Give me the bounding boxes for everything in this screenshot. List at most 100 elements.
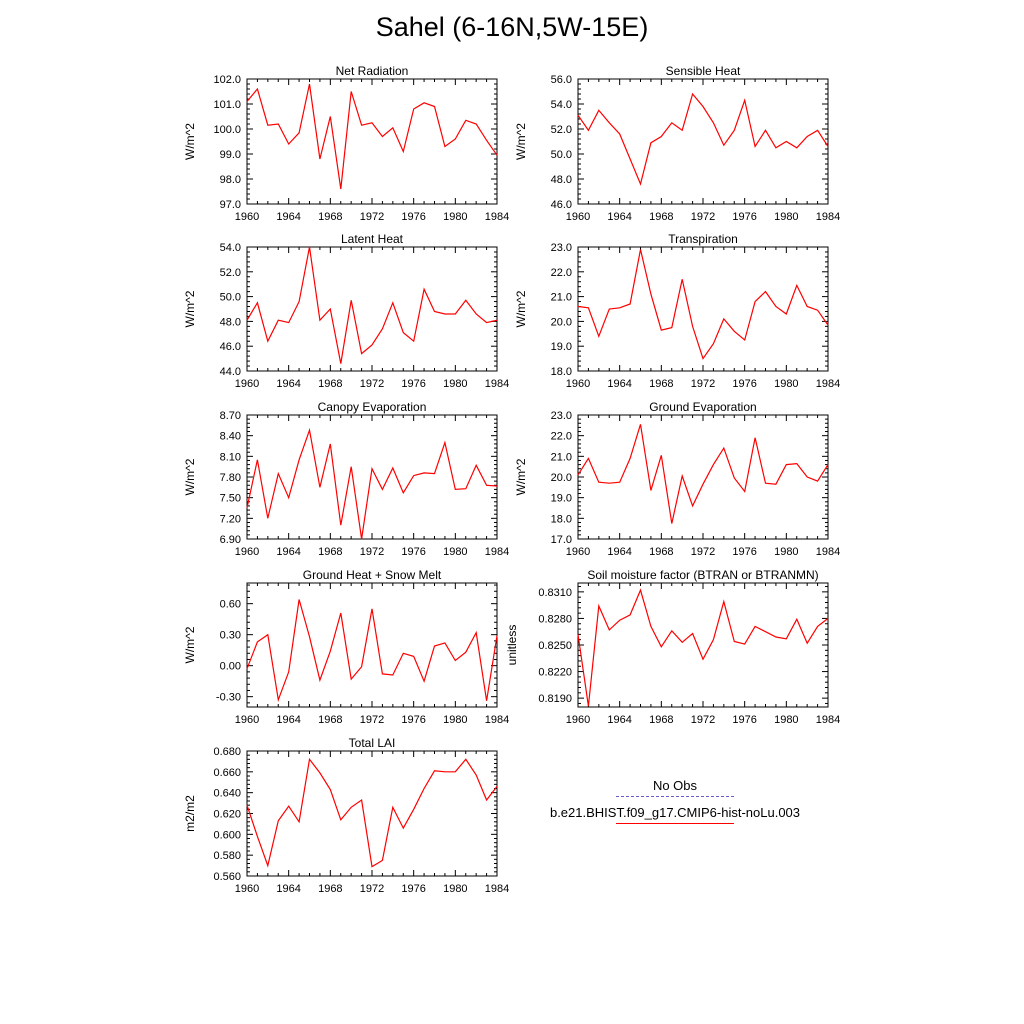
y-tick-label: 46.0 [220,341,241,353]
x-tick-label: 1960 [235,714,259,726]
series-line [246,83,498,190]
x-tick-label: 1968 [318,714,342,726]
y-tick-label: 97.0 [220,199,241,211]
x-tick-label: 1964 [607,546,631,558]
x-tick-label: 1984 [816,378,840,390]
y-tick-label: 8.40 [220,431,241,443]
x-tick-label: 1984 [485,883,509,895]
legend-obs-line [616,796,734,797]
x-tick-label: 1976 [401,211,425,223]
x-tick-label: 1960 [235,883,259,895]
series-line [246,427,498,540]
y-tick-label: 48.0 [551,174,572,186]
y-tick-label: 18.0 [551,513,572,525]
series-line [246,599,498,703]
y-tick-label: -0.30 [216,692,241,704]
x-tick-label: 1980 [443,378,467,390]
series-line [577,424,829,524]
y-axis-label: W/m^2 [514,458,528,495]
chart-panel: 1960 1964 1968 1972 1976 1980 1984 46.0 48.0 50.0… [514,64,840,223]
y-tick-label: 101.0 [213,99,241,111]
x-tick-label: 1984 [485,546,509,558]
x-tick-label: 1964 [607,714,631,726]
y-tick-label: 23.0 [551,410,572,422]
y-tick-label: 8.70 [220,410,241,422]
y-tick-label: 48.0 [220,316,241,328]
y-tick-label: 102.0 [213,74,241,86]
panel-title: Ground Evaporation [649,400,756,414]
y-axis-label: W/m^2 [183,458,197,495]
x-tick-label: 1960 [566,546,590,558]
y-tick-label: 20.0 [551,316,572,328]
y-tick-label: 21.0 [551,292,572,304]
x-tick-label: 1976 [401,883,425,895]
legend: No Obs b.e21.BHIST.f09_g17.CMIP6-hist-no… [520,778,830,832]
y-tick-label: 52.0 [551,124,572,136]
x-tick-label: 1968 [649,714,673,726]
x-tick-label: 1960 [566,211,590,223]
x-tick-label: 1976 [732,714,756,726]
y-tick-label: 0.600 [213,829,241,841]
y-axis-label: W/m^2 [183,290,197,327]
x-tick-label: 1968 [649,378,673,390]
x-tick-label: 1964 [607,378,631,390]
y-tick-label: 7.20 [220,513,241,525]
y-tick-label: 19.0 [551,493,572,505]
y-tick-label: 100.0 [213,124,241,136]
y-tick-label: 0.8310 [538,587,572,599]
x-tick-label: 1980 [774,714,798,726]
y-tick-label: 0.60 [220,599,241,611]
x-tick-label: 1968 [318,883,342,895]
x-tick-label: 1972 [360,211,384,223]
series-line [246,757,498,868]
panel-title: Canopy Evaporation [318,400,427,414]
legend-model-label: b.e21.BHIST.f09_g17.CMIP6-hist-noLu.003 [549,805,801,820]
x-tick-label: 1972 [360,546,384,558]
x-tick-label: 1980 [774,546,798,558]
panel-title: Soil moisture factor (BTRAN or BTRANMN) [587,568,818,582]
chart-panel: 1960 1964 1968 1972 1976 1980 1984 0.560 0.580 0.… [183,736,509,895]
panel-title: Total LAI [349,736,396,750]
plot-frame [577,582,829,708]
x-tick-label: 1976 [732,546,756,558]
y-axis-label: W/m^2 [514,123,528,160]
panel-title: Transpiration [668,232,738,246]
y-tick-label: 44.0 [220,366,241,378]
x-tick-label: 1964 [276,714,300,726]
x-tick-label: 1960 [566,714,590,726]
x-tick-label: 1960 [235,211,259,223]
x-tick-label: 1984 [816,714,840,726]
y-tick-label: 0.30 [220,630,241,642]
x-tick-label: 1960 [235,378,259,390]
y-tick-label: 8.10 [220,451,241,463]
x-tick-label: 1984 [485,211,509,223]
y-tick-label: 0.560 [213,871,241,883]
y-tick-label: 0.640 [213,788,241,800]
y-tick-label: 21.0 [551,451,572,463]
chart-panel: 1960 1964 1968 1972 1976 1980 1984 44.0 46.0 48.0… [183,232,509,390]
x-tick-label: 1960 [566,378,590,390]
x-tick-label: 1972 [360,714,384,726]
x-tick-label: 1980 [774,211,798,223]
y-tick-label: 52.0 [220,267,241,279]
y-tick-label: 46.0 [551,199,572,211]
y-tick-label: 20.0 [551,472,572,484]
y-tick-label: 0.620 [213,809,241,821]
plot-frame [246,750,498,877]
plot-frame [246,78,498,205]
chart-panel: 1960 1964 1968 1972 1976 1980 1984 6.90 7.20 7.50… [183,400,509,558]
y-tick-label: 7.80 [220,472,241,484]
panel-title: Net Radiation [336,64,409,78]
y-tick-label: 0.8190 [538,693,572,705]
y-tick-label: 0.660 [213,767,241,779]
x-tick-label: 1964 [276,211,300,223]
x-tick-label: 1972 [360,883,384,895]
y-axis-label: W/m^2 [514,290,528,327]
x-tick-label: 1968 [318,546,342,558]
x-tick-label: 1976 [732,378,756,390]
y-tick-label: 7.50 [220,493,241,505]
panel-title: Ground Heat + Snow Melt [303,568,442,582]
y-tick-label: 17.0 [551,534,572,546]
panel-title: Latent Heat [341,232,404,246]
y-tick-label: 6.90 [220,534,241,546]
